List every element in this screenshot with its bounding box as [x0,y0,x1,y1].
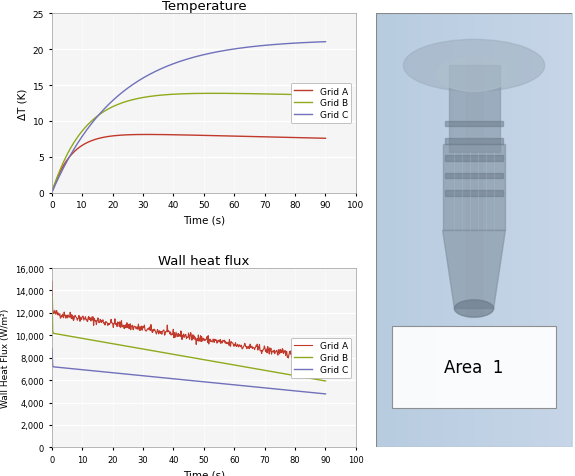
Bar [444,190,504,196]
Y-axis label: Wall Heat Flux (W/m²): Wall Heat Flux (W/m²) [1,308,10,407]
Line: Grid A: Grid A [52,282,325,363]
Grid A [322,360,329,366]
Grid A [147,322,154,327]
Grid C [147,374,154,379]
Grid B [96,339,103,345]
Grid C [253,384,260,390]
Grid A [225,340,232,346]
Line: Grid A: Grid A [52,135,325,193]
Grid B [297,93,304,99]
Grid B [322,93,329,99]
Bar [444,139,504,144]
Grid C [190,378,197,384]
Bar [448,66,500,153]
Grid A [253,343,260,348]
Grid A [217,134,224,139]
Bar [443,144,505,231]
Grid B [211,91,218,97]
Legend: Grid A, Grid B, Grid C: Grid A, Grid B, Grid C [290,338,351,378]
Grid A [96,319,103,325]
FancyBboxPatch shape [392,326,557,408]
Grid B [190,355,197,361]
Bar [444,156,504,161]
Grid A [211,133,218,139]
Grid C [210,50,217,56]
Line: Grid B: Grid B [52,94,325,193]
Grid B [253,366,260,372]
Grid C [151,374,158,380]
Line: Grid C: Grid C [52,349,325,394]
Legend: Grid A, Grid B, Grid C: Grid A, Grid B, Grid C [290,84,351,124]
Grid A [144,132,151,138]
Grid A [322,136,329,142]
Title: Temperature: Temperature [162,0,246,13]
Grid C [96,369,103,375]
Title: Wall heat flux: Wall heat flux [158,254,250,268]
Grid C [225,382,232,387]
Bar [444,173,504,179]
Grid A [297,136,304,141]
Grid B [322,378,329,384]
Grid C [279,42,286,48]
Grid A [280,135,287,141]
X-axis label: Time (s): Time (s) [183,470,225,476]
Line: Grid B: Grid B [52,297,325,381]
Bar [466,58,482,317]
Grid B [217,91,224,97]
Y-axis label: ΔT (K): ΔT (K) [17,88,27,119]
Grid B [212,91,219,97]
Grid B [147,348,154,354]
Grid C [322,391,329,397]
Grid B [151,348,158,354]
Grid A [212,133,219,139]
Grid C [296,41,303,47]
Ellipse shape [437,58,511,92]
Grid A [190,336,197,342]
Grid B [280,92,287,98]
Grid B [49,188,56,193]
Grid A [48,190,55,196]
Grid C [216,50,223,55]
Grid B [210,91,217,97]
Grid B [225,361,232,367]
Grid B [49,294,56,299]
Grid A [49,188,56,193]
Grid C [211,50,218,56]
Bar [444,121,504,127]
Polygon shape [443,231,505,309]
Grid B [48,190,55,196]
Grid C [49,346,56,352]
Grid C [48,190,55,196]
Grid A [151,327,158,332]
Ellipse shape [404,40,545,92]
Grid A [49,279,56,285]
Line: Grid C: Grid C [52,42,325,193]
Text: Area  1: Area 1 [444,358,504,377]
Ellipse shape [454,300,493,317]
X-axis label: Time (s): Time (s) [183,216,225,226]
Grid C [49,188,56,194]
Grid C [322,40,329,45]
